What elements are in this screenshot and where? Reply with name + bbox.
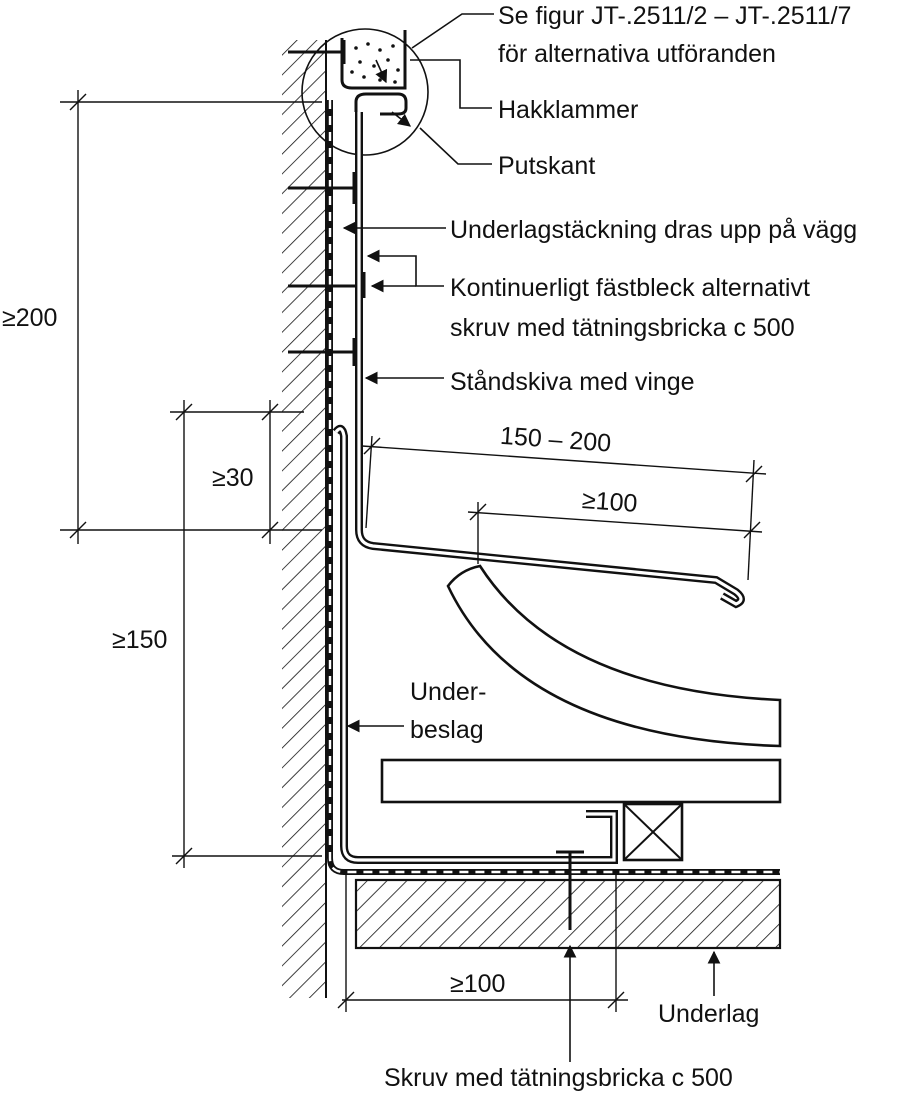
detail-circle [301,28,429,156]
callout-labels: Se figur JT-.2511/2 – JT-.2511/7 för alt… [384,2,857,1092]
underlay-membrane [327,100,780,875]
curved-roof-sheet [446,564,782,748]
batten [380,758,782,804]
label-standskiva: Ståndskiva med vinge [450,368,695,396]
dimension-100-bottom: ≥100 [450,970,505,998]
dimension-100-top: ≥100 [581,486,638,518]
label-se-figur-2: för alternativa utföranden [498,40,776,68]
dimension-150: ≥150 [112,626,167,654]
label-kontinuerligt-2: skruv med tätningsbricka c 500 [450,314,795,342]
label-skruv: Skruv med tätningsbricka c 500 [384,1064,733,1092]
wall-fixings [288,40,366,366]
dimension-labels: ≥200 ≥30 ≥150 150 – 200 ≥100 ≥100 [2,304,638,998]
substrate-block [354,878,782,950]
dimension-lines [60,90,767,1012]
label-hakklammer: Hakklammer [498,96,638,124]
dimension-150-200: 150 – 200 [499,422,612,458]
label-se-figur-1: Se figur JT-.2511/2 – JT-.2511/7 [498,2,851,30]
label-underbeslag-1: Under- [410,678,486,706]
label-underlagstackning: Underlagstäckning dras upp på vägg [450,216,857,244]
label-underbeslag-2: beslag [410,716,484,744]
label-underlag: Underlag [658,1000,759,1028]
counter-batten [622,802,684,862]
plaster-dots [350,42,400,84]
callout-leaders [342,13,721,996]
dimension-200: ≥200 [2,304,57,332]
dimension-30: ≥30 [212,464,254,492]
label-kontinuerligt-1: Kontinuerligt fästbleck alternativt [450,274,810,302]
wall [282,40,327,998]
standing-flashing [355,112,745,609]
under-flashing [332,424,618,864]
bottom-screw [556,850,584,1062]
label-putskant: Putskant [498,152,595,180]
